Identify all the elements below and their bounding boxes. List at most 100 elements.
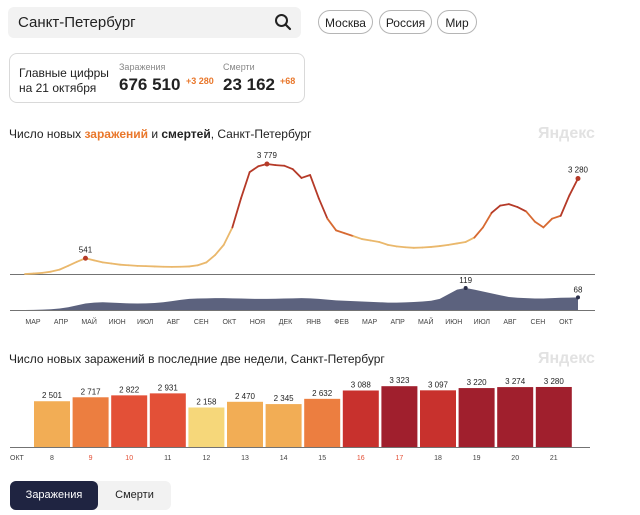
infections-peak-label: 3 779 (257, 151, 278, 160)
chart1-title-prefix: Число новых (9, 127, 85, 141)
region-button-world[interactable]: Мир (437, 10, 477, 34)
day-tick-label: 15 (318, 455, 326, 462)
day-tick-label: 21 (550, 455, 558, 462)
infections-line-segment (490, 204, 502, 214)
infections-line-segment (482, 211, 493, 229)
month-tick-label: ИЮЛ (137, 319, 154, 326)
day-bar (342, 390, 379, 447)
infections-peak-label: 3 280 (568, 166, 589, 175)
summary-card: Главные цифры на 21 октября Заражения 67… (9, 53, 305, 103)
chart1-watermark: Яндекс (538, 125, 595, 142)
infections-line-segment (438, 243, 450, 247)
infections-line-segment (456, 241, 467, 245)
chart2-watermark: Яндекс (538, 350, 595, 367)
infections-line-segment (447, 242, 458, 246)
day-bar-value: 3 220 (467, 378, 488, 387)
day-bar-value: 2 822 (119, 385, 140, 394)
infections-label: Заражения (119, 62, 166, 72)
infections-line-segment (369, 239, 381, 243)
region-button-russia[interactable]: Россия (379, 10, 432, 34)
infections-line-segment (231, 197, 242, 229)
infections-line-segment (196, 261, 208, 267)
infections-line-segment (67, 260, 78, 267)
infections-line-segment (473, 226, 484, 239)
day-bar-value: 2 632 (312, 389, 333, 398)
chart1-title-deaths: смертей (161, 127, 211, 141)
month-tick-label: АВГ (503, 319, 516, 326)
infections-line-segment (274, 164, 286, 167)
day-tick-label: 11 (164, 455, 171, 462)
region-button-moscow[interactable]: Москва (318, 10, 373, 34)
infections-line-segment (188, 264, 199, 268)
day-bar (265, 404, 302, 447)
day-bar (304, 398, 341, 447)
day-bar-value: 3 088 (351, 380, 372, 389)
month-tick-label: АПР (391, 319, 406, 326)
infections-line-segment (343, 232, 355, 238)
day-bar (149, 393, 186, 447)
month-tick-label: ИЮН (445, 319, 462, 326)
infections-line-segment (317, 197, 329, 220)
infections-line-segment (395, 245, 407, 249)
month-tick-label: НОЯ (250, 319, 265, 326)
month-tick-label: МАР (362, 319, 378, 326)
tab-infections[interactable]: Заражения (10, 481, 98, 510)
infections-line-segment (559, 194, 571, 217)
infections-line-segment (309, 174, 320, 200)
day-bar-value: 3 274 (505, 377, 526, 386)
metric-tabs: Заражения Смерти (10, 481, 171, 510)
two-weeks-chart: ОКТ 2 501 8 2 717 9 2 822 10 2 931 11 2 158 12 2 47… (10, 376, 590, 462)
bars-month-label: ОКТ (10, 455, 25, 462)
infections-line-segment (568, 177, 579, 197)
search-icon[interactable] (274, 13, 292, 31)
month-tick-label: АПР (54, 319, 69, 326)
day-tick-label: 10 (125, 455, 133, 462)
infections-line-segment (41, 270, 52, 274)
infections-line-segment (222, 226, 234, 246)
month-tick-label: ОКТ (559, 319, 574, 326)
infections-peak-label: 541 (79, 245, 93, 254)
month-tick-label: ИЮН (109, 319, 126, 326)
history-chart: 541 3 779 3 280 119 68 МАР АПР МАЙ ИЮН ИЮЛ АВГ СЕН О… (10, 151, 595, 326)
infections-delta: +3 280 (186, 76, 214, 86)
search-field[interactable]: Санкт-Петербург (8, 7, 301, 38)
infections-line-segment (421, 246, 433, 249)
infections-line-segment (214, 243, 225, 256)
day-bar (497, 387, 534, 447)
day-bar (227, 401, 263, 447)
month-tick-label: ДЕК (279, 319, 293, 326)
infections-line-segment (50, 268, 61, 273)
infections-line-segment (516, 206, 528, 213)
day-bar (535, 386, 572, 447)
infections-line-segment (430, 245, 441, 248)
infections-value: 676 510 (119, 75, 181, 94)
month-tick-label: ЯНВ (306, 319, 321, 326)
infections-line-segment (291, 168, 303, 179)
chart1-title-mid: и (148, 127, 162, 141)
infections-line-segment (58, 264, 70, 271)
summary-date: на 21 октября (19, 81, 97, 95)
day-bar-value: 3 280 (544, 377, 565, 386)
day-tick-label: 13 (241, 455, 249, 462)
month-tick-label: МАЙ (418, 317, 434, 326)
month-tick-label: АВГ (167, 319, 180, 326)
month-tick-label: МАЙ (81, 317, 97, 326)
deaths-peak-marker (576, 295, 580, 300)
day-bar (72, 397, 109, 447)
tab-deaths[interactable]: Смерти (115, 489, 154, 501)
day-tick-label: 8 (50, 455, 54, 462)
deaths-peak-marker (463, 286, 468, 290)
infections-line-segment (127, 264, 139, 267)
month-tick-label: МАР (25, 319, 41, 326)
infections-line-segment (361, 238, 372, 242)
day-bar-value: 3 323 (389, 376, 410, 385)
day-bar-value: 2 158 (196, 398, 217, 407)
deaths-peak-label: 119 (459, 276, 472, 285)
infections-line-segment (525, 210, 536, 223)
infections-line-segment (335, 229, 346, 235)
infections-line-segment (283, 164, 294, 171)
deaths-delta: +68 (280, 76, 296, 86)
deaths-area (25, 288, 578, 310)
search-input[interactable]: Санкт-Петербург (18, 14, 136, 31)
day-bar (111, 395, 148, 447)
